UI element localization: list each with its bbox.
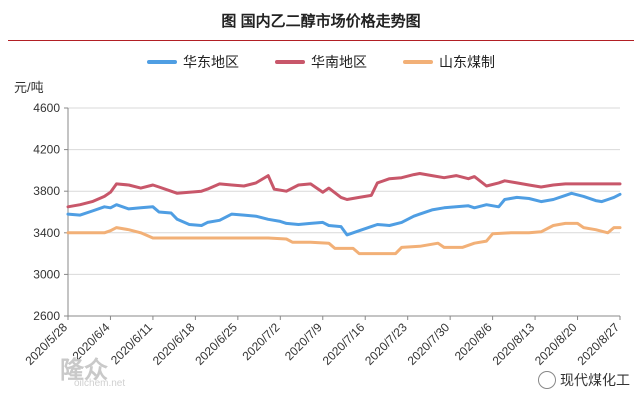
y-tick-label: 3000 [33,267,60,281]
x-tick-label: 2020/8/6 [452,320,495,363]
y-axis-label: 元/吨 [14,80,44,95]
legend-label-south: 华南地区 [311,54,367,70]
x-tick-label: 2020/8/13 [490,320,538,368]
y-tick-label: 2600 [33,309,60,323]
x-tick-label: 2020/7/23 [362,320,410,368]
watermark-right: 现代煤化工 [538,370,630,390]
x-tick-label: 2020/7/16 [320,320,368,368]
title-divider [8,40,634,41]
y-tick-label: 4600 [33,101,60,115]
legend-label-shandong: 山东煤制 [439,54,495,70]
y-tick-label: 3400 [33,226,60,240]
x-tick-label: 2020/6/25 [192,320,240,368]
series-line-south [66,172,622,209]
y-tick-label: 3800 [33,184,60,198]
watermark-left-subtext: oilchem.net [74,378,126,389]
chart-title: 图 国内乙二醇市场价格走势图 [221,13,421,30]
wechat-icon [538,371,556,389]
legend-item-east: 华东地区 [147,52,239,72]
watermark-left: 隆众 [60,350,108,385]
x-tick-label: 2020/8/20 [532,320,580,368]
x-tick-label: 2020/6/18 [150,320,198,368]
x-tick-label: 2020/7/9 [282,320,325,363]
x-tick-label: 2020/8/27 [574,320,622,368]
x-tick-label: 2020/7/2 [239,320,282,363]
watermark-left-sub: oilchem.net [74,378,125,389]
y-tick-label: 4200 [33,143,60,157]
watermark-left-text: 隆众 [60,357,108,384]
series-line-east [66,191,622,237]
series-line-shandong [66,221,622,256]
legend-label-east: 华东地区 [183,54,239,70]
legend-swatch-shandong [403,60,433,64]
legend-swatch-east [147,60,177,64]
legend-item-shandong: 山东煤制 [403,52,495,72]
legend: 华东地区 华南地区 山东煤制 [0,52,642,72]
legend-swatch-south [275,60,305,64]
legend-item-south: 华南地区 [275,52,367,72]
x-tick-label: 2020/7/30 [405,320,453,368]
x-tick-label: 2020/6/11 [108,320,155,367]
watermark-right-text: 现代煤化工 [560,372,630,388]
